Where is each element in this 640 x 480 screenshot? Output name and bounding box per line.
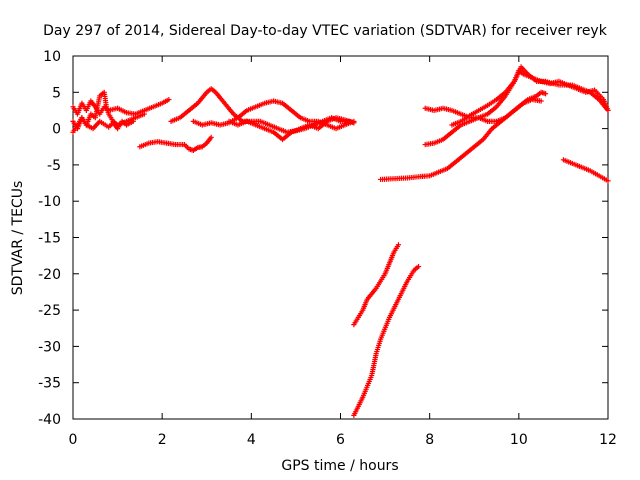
y-tick-label: -25	[38, 303, 61, 319]
y-tick-label: -30	[38, 339, 61, 355]
x-tick-label: 12	[599, 432, 617, 448]
series-track-9	[351, 263, 422, 418]
series-track-12	[422, 96, 544, 124]
y-tick-label: -15	[38, 231, 61, 247]
data-point	[605, 178, 611, 184]
axis-tick-labels: 0 2 4 6 8 10 12 10 5 0 -5 -10 -15 -20 -25 -30 -35 -40	[38, 49, 617, 448]
data-point	[415, 263, 422, 270]
series-track-14	[560, 157, 611, 184]
series-track-8	[351, 242, 402, 328]
y-tick-label: 5	[52, 85, 61, 101]
data-point	[395, 242, 402, 248]
data-markers	[70, 64, 611, 418]
x-tick-label: 6	[336, 432, 345, 448]
plot-frame	[72, 55, 609, 420]
x-tick-label: 2	[158, 432, 167, 448]
x-tick-label: 0	[69, 432, 78, 448]
data-point	[351, 120, 357, 126]
data-point	[208, 134, 214, 140]
series-track-7	[226, 115, 357, 143]
series-track-1	[70, 96, 172, 117]
chart-title: Day 297 of 2014, Sidereal Day-to-day VTE…	[43, 23, 608, 39]
y-tick-label: -40	[38, 412, 61, 428]
y-tick-label: -5	[47, 158, 61, 174]
axis-ticks	[72, 55, 609, 420]
y-axis-label: SDTVAR / TECUs	[10, 181, 26, 296]
y-tick-label: -35	[38, 376, 61, 392]
series-track-3	[70, 115, 136, 135]
x-tick-label: 10	[510, 432, 528, 448]
data-point	[605, 107, 611, 114]
y-tick-label: -20	[38, 267, 61, 283]
y-tick-label: 10	[43, 49, 61, 65]
x-tick-label: 4	[247, 432, 256, 448]
data-point	[166, 96, 172, 103]
x-axis-label: GPS time / hours	[281, 458, 398, 474]
data-point	[130, 118, 136, 124]
series-track-13	[449, 64, 611, 128]
data-point	[538, 98, 544, 104]
y-tick-label: -10	[38, 194, 61, 210]
series-track-4	[137, 134, 214, 153]
y-tick-label: 0	[52, 122, 61, 138]
x-tick-label: 8	[425, 432, 434, 448]
data-point	[141, 111, 147, 117]
data-point	[542, 91, 549, 97]
